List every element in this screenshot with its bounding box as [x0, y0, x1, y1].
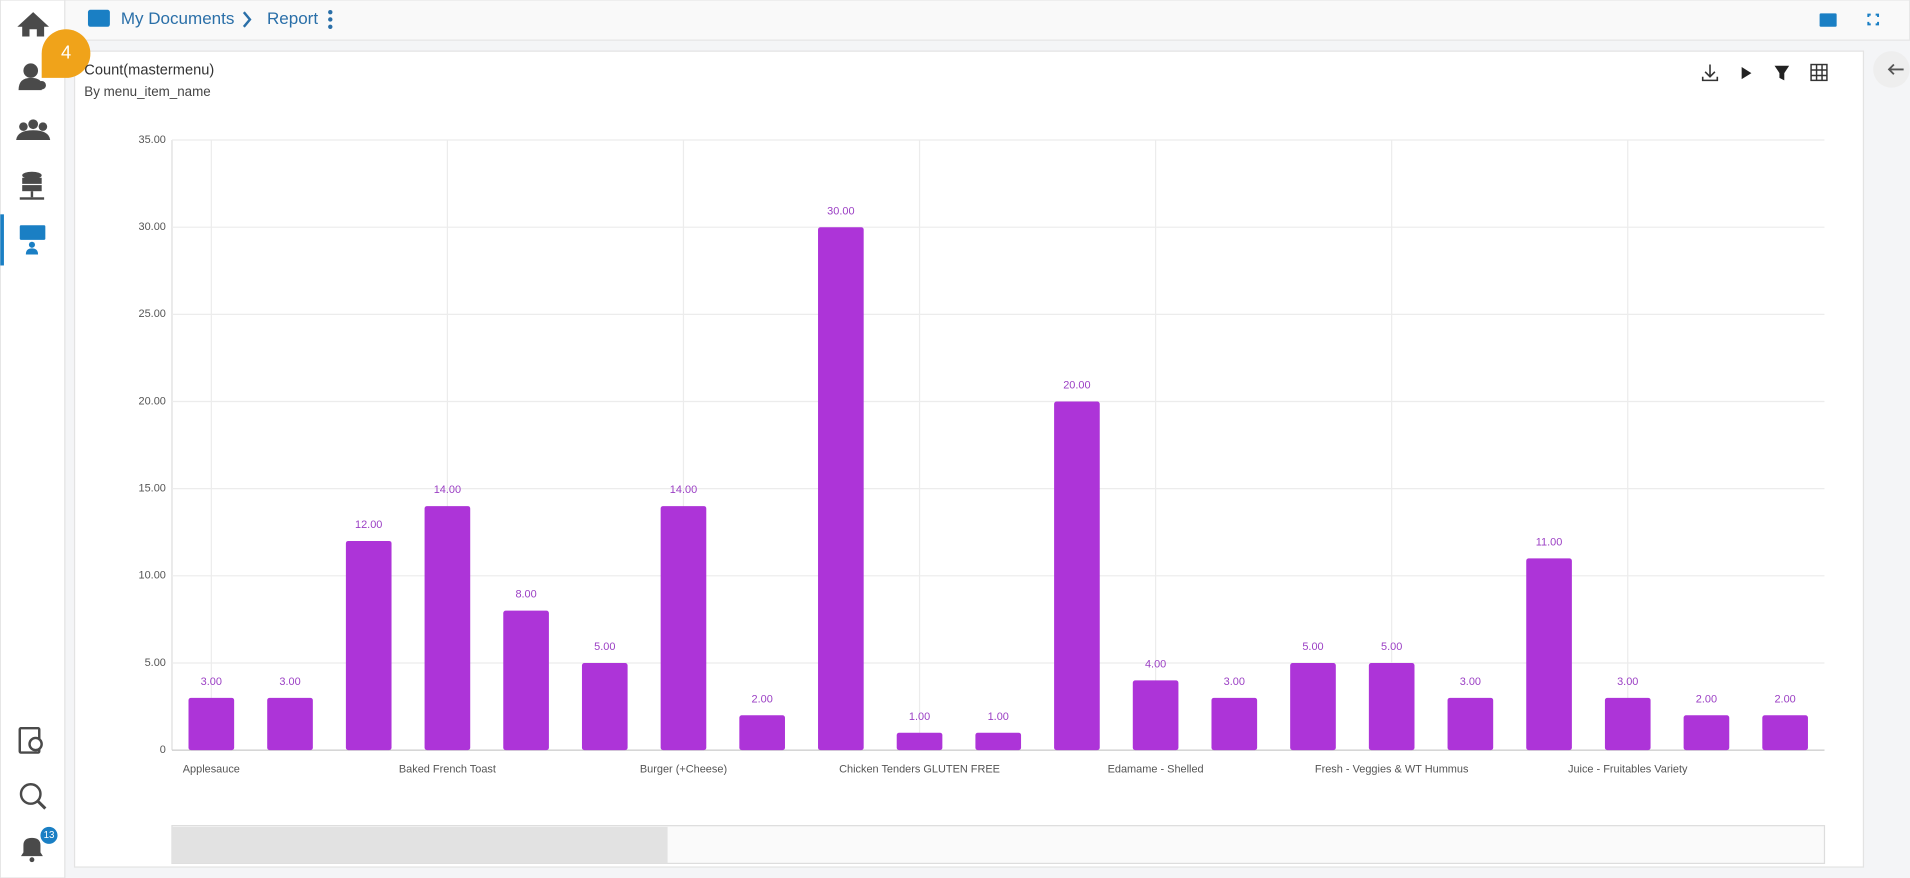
value-label: 11.00 — [1536, 536, 1563, 548]
x-tick-label: Juice - Fruitables Variety — [1568, 764, 1688, 776]
user-settings-icon[interactable] — [18, 63, 46, 91]
database-icon[interactable] — [19, 171, 45, 200]
value-label: 2.00 — [752, 693, 773, 705]
bar — [1526, 558, 1572, 751]
step-badge — [41, 29, 91, 78]
value-label: 2.00 — [1696, 693, 1717, 705]
x-tick-label: Chicken Tenders GLUTEN FREE — [839, 764, 1000, 776]
chart-subtitle: By menu_item_name — [84, 84, 210, 99]
folder-icon — [87, 9, 110, 27]
bar — [1290, 662, 1336, 751]
top-bar — [64, 0, 1910, 41]
bar — [1447, 697, 1494, 751]
value-label: 1.00 — [909, 711, 930, 723]
breadcrumb-current[interactable]: Report — [267, 9, 318, 28]
bar — [1054, 401, 1100, 751]
value-label: 5.00 — [594, 641, 615, 653]
notification-count: 13 — [44, 830, 55, 841]
step-badge-number: 4 — [61, 41, 71, 62]
value-label: 3.00 — [1224, 676, 1245, 688]
y-tick-label: 25.00 — [139, 308, 166, 320]
x-tick-label: Baked French Toast — [399, 764, 496, 776]
value-label: 3.00 — [201, 676, 222, 688]
report-search-icon[interactable] — [18, 726, 43, 754]
plot: 0 5.00 10.00 15.00 20.00 25.00 30.00 35.00 Apple… — [139, 134, 1825, 776]
bar — [188, 697, 235, 751]
value-label: 1.00 — [988, 711, 1009, 723]
bar — [1762, 715, 1808, 751]
breadcrumb-separator — [242, 11, 252, 28]
home-icon[interactable] — [17, 12, 49, 37]
value-label: 12.00 — [355, 519, 382, 531]
bar — [818, 227, 864, 751]
value-label: 5.00 — [1302, 641, 1323, 653]
y-tick-label: 15.00 — [139, 483, 166, 495]
value-label: 3.00 — [279, 676, 300, 688]
chart-panel — [73, 50, 1865, 868]
sidebar — [0, 0, 66, 878]
overview-window[interactable] — [171, 826, 668, 864]
value-label: 30.00 — [827, 205, 854, 217]
arrow-left-icon — [1887, 63, 1904, 75]
fullscreen-icon[interactable] — [1867, 13, 1880, 26]
value-label: 20.00 — [1063, 380, 1090, 392]
bar — [581, 662, 628, 751]
data-search-icon[interactable] — [19, 783, 47, 810]
bar — [1604, 697, 1651, 751]
value-label: 5.00 — [1381, 641, 1402, 653]
notification-icon[interactable] — [20, 837, 43, 863]
value-label: 14.00 — [434, 484, 461, 496]
bar — [424, 506, 471, 751]
value-label: 3.00 — [1617, 676, 1638, 688]
bar — [1368, 662, 1415, 751]
download-icon[interactable] — [1701, 64, 1719, 82]
groups-icon[interactable] — [16, 119, 51, 141]
more-menu[interactable] — [328, 9, 333, 29]
x-tick-label: Edamame - Shelled — [1108, 764, 1204, 776]
y-tick-label: 0 — [160, 744, 166, 756]
bar — [896, 732, 943, 751]
chart-title: Count(mastermenu) — [84, 62, 214, 78]
table-icon[interactable] — [1810, 63, 1828, 82]
play-icon[interactable] — [1741, 66, 1752, 80]
bar — [1683, 715, 1730, 751]
bar — [503, 610, 549, 751]
bar — [975, 732, 1022, 751]
value-label: 3.00 — [1460, 676, 1481, 688]
y-tick-label: 30.00 — [139, 221, 166, 233]
bar — [739, 715, 785, 751]
value-label: 4.00 — [1145, 658, 1166, 670]
value-label: 8.00 — [515, 589, 536, 601]
bar — [267, 697, 313, 751]
comment-icon[interactable] — [1819, 13, 1837, 27]
filter-icon[interactable] — [1774, 65, 1790, 81]
y-tick-label: 5.00 — [145, 657, 166, 669]
x-tick-label: Burger (+Cheese) — [640, 764, 727, 776]
y-tick-label: 10.00 — [139, 570, 166, 582]
bar — [345, 540, 392, 751]
bar — [660, 506, 707, 751]
breadcrumb-link[interactable]: My Documents — [121, 9, 235, 28]
bar — [1132, 680, 1179, 751]
value-label: 14.00 — [670, 484, 697, 496]
notification-badge — [40, 826, 58, 844]
y-tick-label: 35.00 — [139, 134, 166, 146]
value-label: 2.00 — [1774, 693, 1795, 705]
y-tick-label: 20.00 — [139, 395, 166, 407]
x-tick-label: Applesauce — [183, 764, 240, 776]
bar — [1211, 697, 1258, 751]
x-tick-label: Fresh - Veggies & WT Hummus — [1315, 764, 1469, 776]
dashboard-icon[interactable] — [19, 225, 46, 255]
active-indicator — [0, 214, 4, 266]
